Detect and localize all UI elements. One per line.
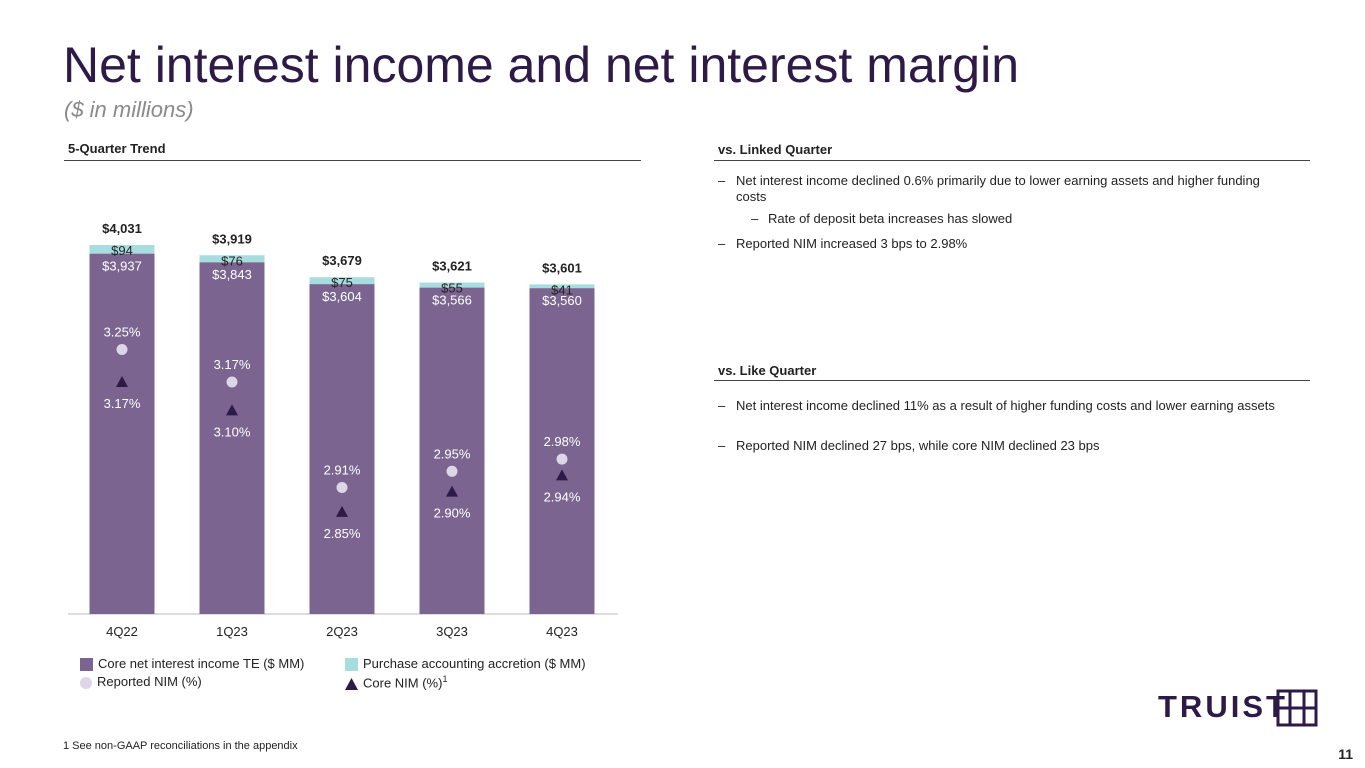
legend-core-nim-label: Core NIM (%) bbox=[363, 675, 443, 691]
legend-core-label: Core net interest income TE ($ MM) bbox=[98, 656, 305, 671]
core-nim-marker bbox=[116, 375, 128, 387]
footnote: 1 See non-GAAP reconciliations in the ap… bbox=[63, 740, 298, 752]
core-nim-marker bbox=[556, 469, 568, 481]
x-tick-label: 2Q23 bbox=[326, 624, 358, 639]
bullet-dash: – bbox=[718, 173, 726, 188]
like-bullet-1: – Net interest income declined 11% as a … bbox=[718, 398, 1288, 414]
like-bullet-1-text: Net interest income declined 11% as a re… bbox=[736, 398, 1275, 413]
bar-total-label: $3,601 bbox=[542, 260, 582, 275]
legend-core-nim: Core NIM (%)1 bbox=[345, 674, 447, 690]
accretion-bar bbox=[89, 245, 155, 254]
like-bullet-2: – Reported NIM declined 27 bps, while co… bbox=[718, 438, 1288, 454]
core-nim-label: 2.94% bbox=[544, 489, 581, 504]
linked-bullet-2-text: Reported NIM increased 3 bps to 2.98% bbox=[736, 236, 968, 251]
accretion-value-label: $55 bbox=[441, 281, 463, 296]
reported-nim-marker bbox=[446, 465, 458, 477]
core-nim-label: 3.17% bbox=[104, 396, 141, 411]
trend-heading: 5-Quarter Trend bbox=[68, 141, 166, 156]
core-nii-bar bbox=[309, 284, 375, 614]
logo-wordmark: TRUIST bbox=[1158, 689, 1288, 724]
legend-core-nim-marker bbox=[345, 677, 358, 690]
reported-nim-marker bbox=[226, 376, 238, 388]
bullet-dash: – bbox=[718, 438, 726, 453]
accretion-value-label: $76 bbox=[221, 253, 243, 268]
linked-bullet-2: – Reported NIM increased 3 bps to 2.98% bbox=[718, 236, 1288, 252]
legend-accretion-swatch bbox=[345, 658, 358, 672]
bullet-dash: – bbox=[718, 398, 726, 413]
bar-total-label: $3,621 bbox=[432, 259, 472, 274]
bullet-dash: – bbox=[751, 211, 759, 226]
linked-subbullet-1: – Rate of deposit beta increases has slo… bbox=[751, 211, 1271, 227]
trend-heading-rule bbox=[64, 160, 641, 161]
x-tick-label: 4Q22 bbox=[106, 624, 138, 639]
bar-total-label: $3,919 bbox=[212, 231, 252, 246]
page-subtitle: ($ in millions) bbox=[64, 97, 194, 122]
core-nii-value-label: $3,560 bbox=[542, 293, 582, 308]
bar-total-label: $3,679 bbox=[322, 253, 362, 268]
core-nii-bar bbox=[419, 287, 485, 614]
core-nii-value-label: $3,604 bbox=[322, 289, 362, 304]
like-quarter-heading: vs. Like Quarter bbox=[718, 363, 817, 378]
legend-accretion-label: Purchase accounting accretion ($ MM) bbox=[363, 656, 586, 671]
page-number: 11 bbox=[1338, 746, 1353, 762]
legend-reported-nim: Reported NIM (%) bbox=[80, 674, 202, 689]
like-quarter-rule bbox=[714, 380, 1310, 381]
x-tick-label: 1Q23 bbox=[216, 624, 248, 639]
reported-nim-label: 2.95% bbox=[434, 446, 471, 461]
bullet-dash: – bbox=[718, 236, 726, 251]
reported-nim-label: 2.91% bbox=[324, 463, 361, 478]
linked-bullet-1: – Net interest income declined 0.6% prim… bbox=[718, 173, 1288, 205]
core-nim-label: 2.85% bbox=[324, 526, 361, 541]
accretion-bar bbox=[419, 282, 485, 288]
legend-core-nim-footnote-ref: 1 bbox=[442, 674, 448, 684]
nii-nim-chart: $4,031$94$3,9373.25%3.17%4Q22$3,919$76$3… bbox=[68, 221, 618, 639]
reported-nim-marker bbox=[116, 344, 128, 355]
linked-bullet-1-text: Net interest income declined 0.6% primar… bbox=[736, 173, 1260, 204]
x-tick-label: 4Q23 bbox=[546, 624, 578, 639]
accretion-value-label: $94 bbox=[111, 243, 133, 258]
core-nii-bar bbox=[529, 288, 595, 614]
accretion-bar bbox=[529, 284, 595, 289]
reported-nim-label: 2.98% bbox=[544, 434, 581, 449]
legend-core: Core net interest income TE ($ MM) bbox=[80, 656, 305, 672]
accretion-value-label: $75 bbox=[331, 275, 353, 290]
legend-reported-nim-label: Reported NIM (%) bbox=[97, 674, 202, 689]
reported-nim-marker bbox=[556, 453, 568, 465]
linked-quarter-rule bbox=[714, 160, 1310, 161]
accretion-value-label: $41 bbox=[551, 282, 573, 297]
reported-nim-marker bbox=[336, 482, 348, 494]
bar-total-label: $4,031 bbox=[102, 221, 142, 236]
core-nim-label: 3.10% bbox=[214, 424, 251, 439]
core-nim-label: 2.90% bbox=[434, 506, 471, 521]
core-nii-value-label: $3,937 bbox=[102, 259, 142, 274]
truist-mark-icon bbox=[1276, 689, 1318, 727]
legend-accretion: Purchase accounting accretion ($ MM) bbox=[345, 656, 586, 672]
core-nii-value-label: $3,843 bbox=[212, 267, 252, 282]
x-tick-label: 3Q23 bbox=[436, 624, 468, 639]
reported-nim-label: 3.17% bbox=[214, 357, 251, 372]
like-bullet-2-text: Reported NIM declined 27 bps, while core… bbox=[736, 438, 1100, 453]
core-nii-bar bbox=[199, 262, 265, 614]
accretion-bar bbox=[199, 255, 265, 263]
accretion-bar bbox=[309, 277, 375, 285]
reported-nim-label: 3.25% bbox=[104, 325, 141, 340]
core-nim-marker bbox=[446, 485, 458, 497]
legend-core-swatch bbox=[80, 658, 93, 672]
core-nim-marker bbox=[336, 505, 348, 517]
page-title: Net interest income and net interest mar… bbox=[63, 37, 1020, 93]
linked-quarter-heading: vs. Linked Quarter bbox=[718, 142, 833, 157]
linked-subbullet-1-text: Rate of deposit beta increases has slowe… bbox=[768, 211, 1013, 226]
core-nii-bar bbox=[89, 253, 155, 615]
legend-reported-nim-marker bbox=[80, 676, 92, 689]
core-nim-marker bbox=[226, 404, 238, 416]
core-nii-value-label: $3,566 bbox=[432, 293, 472, 308]
